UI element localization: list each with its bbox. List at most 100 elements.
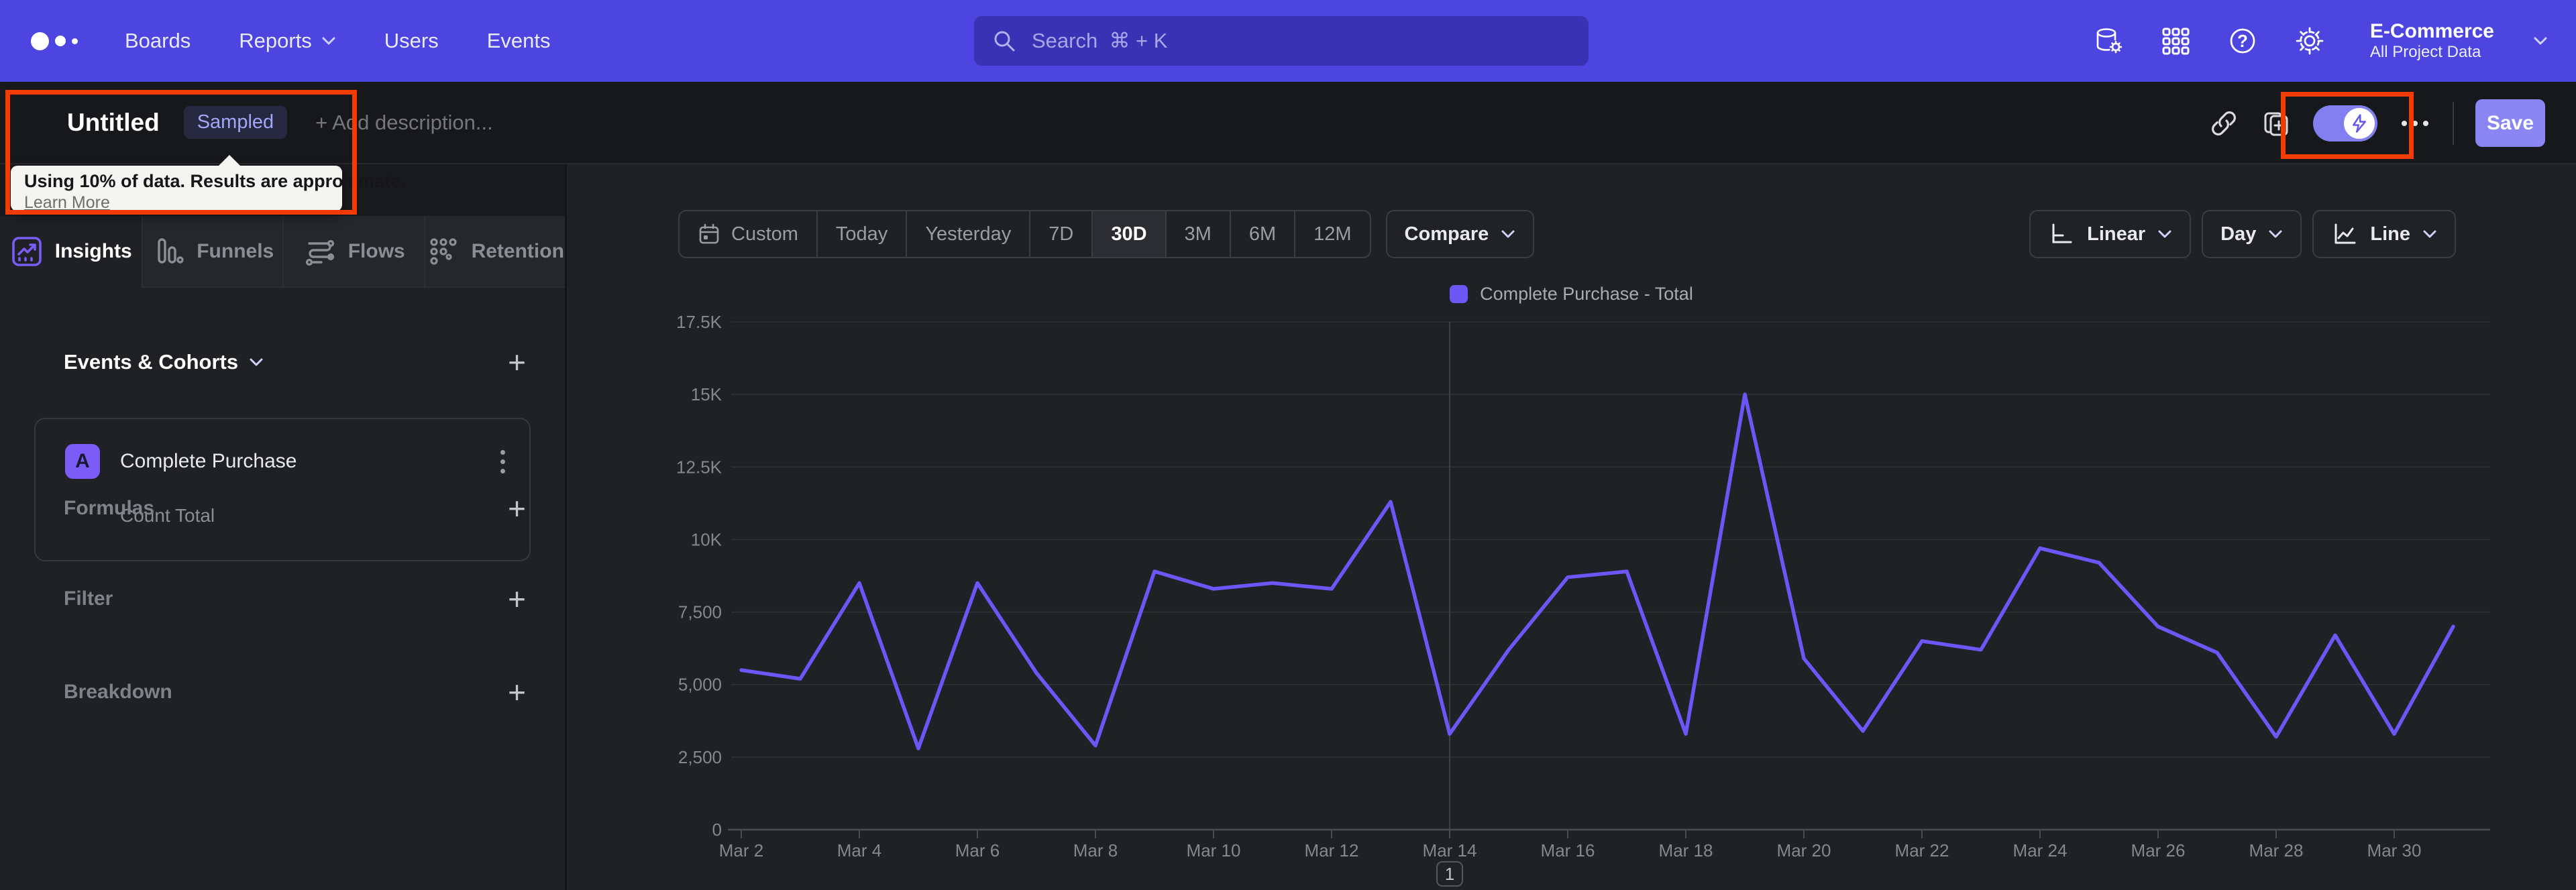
- add-breakdown-button[interactable]: +: [508, 675, 526, 710]
- event-row: A Complete Purchase: [65, 444, 509, 479]
- data-line-complete-purchase[interactable]: [739, 392, 2455, 750]
- range-30d[interactable]: 30D: [1091, 211, 1165, 257]
- annotation-marker[interactable]: [1436, 861, 1463, 887]
- range-label: 7D: [1049, 223, 1074, 245]
- nav-item-reports[interactable]: Reports: [239, 29, 336, 53]
- button-label: Linear: [2087, 223, 2146, 245]
- add-formula-button[interactable]: +: [508, 491, 526, 526]
- range-label: 30D: [1111, 223, 1147, 245]
- apps-grid-icon[interactable]: [2159, 25, 2192, 57]
- chart-panel: Custom Today Yesterday 7D 30D 3M 6M 12M …: [567, 164, 2576, 890]
- compare-button[interactable]: Compare: [1385, 210, 1535, 258]
- filter-row: Filter +: [64, 582, 526, 616]
- content: Insights Funnels Flows: [0, 164, 2576, 890]
- chart-controls: Custom Today Yesterday 7D 30D 3M 6M 12M …: [678, 210, 2456, 258]
- sampled-badge[interactable]: Sampled: [183, 106, 288, 139]
- search-icon: [994, 31, 1015, 52]
- help-icon[interactable]: ?: [2226, 25, 2259, 57]
- y-axis-tick-label: 10K: [691, 529, 722, 549]
- events-cohorts-header[interactable]: Events & Cohorts: [64, 350, 264, 374]
- date-range-segmented-control: Custom Today Yesterday 7D 30D 3M 6M 12M: [678, 210, 1371, 258]
- query-builder-sidebar: Insights Funnels Flows: [0, 164, 567, 890]
- nav-label: Users: [384, 29, 439, 52]
- mixpanel-logo-icon[interactable]: [31, 32, 78, 50]
- flows-icon: [305, 239, 334, 266]
- button-label: Compare: [1404, 223, 1489, 245]
- chevron-down-icon: [2158, 230, 2171, 238]
- search-input[interactable]: [1032, 29, 1571, 53]
- nav-links: Boards Reports Users Events: [125, 29, 551, 53]
- range-label: Yesterday: [925, 223, 1012, 245]
- range-today[interactable]: Today: [816, 211, 906, 257]
- global-search[interactable]: [974, 16, 1589, 66]
- x-axis-tick-label: Mar 24: [2013, 840, 2068, 860]
- tab-flows[interactable]: Flows: [282, 216, 424, 288]
- x-axis-tick-label: Mar 26: [2131, 840, 2186, 860]
- x-axis-tick-label: Mar 10: [1187, 840, 1241, 860]
- button-label: Line: [2370, 223, 2410, 245]
- tab-retention[interactable]: Retention: [423, 216, 565, 288]
- learn-more-link[interactable]: Learn More: [24, 193, 110, 212]
- tab-funnels[interactable]: Funnels: [141, 216, 282, 288]
- nav-item-users[interactable]: Users: [384, 29, 439, 53]
- display-controls: Linear Day Line: [2029, 210, 2456, 258]
- add-description[interactable]: + Add description...: [315, 110, 493, 134]
- calendar-icon: [699, 223, 719, 244]
- line-chart[interactable]: 0 2,500 5,000 7,500 10K 12.5K 15K 17.5K Mar 2 Mar…: [637, 312, 2509, 890]
- chevron-down-icon: [1501, 230, 1515, 238]
- x-axis-tick-label: Mar 16: [1541, 840, 1595, 860]
- more-actions-button[interactable]: [2399, 120, 2431, 126]
- x-axis-tick-label: Mar 28: [2249, 840, 2304, 860]
- event-letter-badge: A: [65, 444, 100, 479]
- x-axis-tick-label: Mar 22: [1895, 840, 1949, 860]
- event-card[interactable]: A Complete Purchase Count Total: [34, 418, 531, 561]
- event-metric[interactable]: Count Total: [120, 505, 215, 526]
- breakdown-header: Breakdown: [64, 681, 172, 703]
- event-name[interactable]: Complete Purchase: [120, 450, 297, 472]
- copy-link-icon[interactable]: [2208, 108, 2239, 139]
- svg-text:?: ?: [2237, 31, 2248, 51]
- filter-header: Filter: [64, 588, 113, 610]
- range-12m[interactable]: 12M: [1294, 211, 1369, 257]
- range-yesterday[interactable]: Yesterday: [906, 211, 1029, 257]
- y-axis-tick-label: 7,500: [678, 602, 722, 622]
- event-menu-button[interactable]: [496, 446, 509, 478]
- range-custom[interactable]: Custom: [680, 211, 816, 257]
- interval-dropdown[interactable]: Day: [2202, 210, 2302, 258]
- add-filter-button[interactable]: +: [508, 581, 526, 616]
- tab-insights[interactable]: Insights: [0, 216, 142, 288]
- tab-label: Retention: [471, 239, 564, 262]
- report-title-bar: Untitled Sampled + Add description...: [0, 82, 2576, 164]
- tab-label: Insights: [54, 239, 132, 262]
- settings-gear-icon[interactable]: [2294, 25, 2326, 57]
- range-3m[interactable]: 3M: [1165, 211, 1230, 257]
- y-axis-tick-label: 5,000: [678, 675, 722, 695]
- nav-label: Events: [486, 29, 551, 52]
- x-axis-tick-label: Mar 4: [837, 840, 881, 860]
- nav-item-events[interactable]: Events: [487, 29, 551, 53]
- report-title[interactable]: Untitled: [67, 108, 160, 136]
- nav-item-boards[interactable]: Boards: [125, 29, 191, 53]
- legend-label: Complete Purchase - Total: [1480, 284, 1693, 304]
- data-management-icon[interactable]: [2092, 25, 2125, 57]
- range-label: Today: [835, 223, 888, 245]
- scale-dropdown[interactable]: Linear: [2029, 210, 2192, 258]
- nav-label: Boards: [125, 29, 191, 52]
- add-event-button[interactable]: +: [508, 345, 526, 380]
- chart-legend[interactable]: Complete Purchase - Total: [567, 284, 2576, 304]
- project-name: E-Commerce: [2369, 19, 2494, 42]
- range-label: 3M: [1184, 223, 1212, 245]
- breakdown-row: Breakdown +: [64, 675, 526, 709]
- save-button[interactable]: Save: [2475, 99, 2545, 147]
- range-7d[interactable]: 7D: [1029, 211, 1091, 257]
- title-bar-actions: Save: [2208, 82, 2545, 164]
- add-to-board-icon[interactable]: [2261, 108, 2292, 139]
- sampling-toggle[interactable]: [2313, 105, 2377, 142]
- chevron-down-icon[interactable]: [2533, 36, 2548, 46]
- chart-type-dropdown[interactable]: Line: [2312, 210, 2456, 258]
- range-6m[interactable]: 6M: [1229, 211, 1294, 257]
- chevron-down-icon: [2423, 230, 2436, 238]
- project-switcher[interactable]: E-Commerce All Project Data: [2370, 20, 2494, 62]
- divider: [2453, 101, 2454, 145]
- y-axis-tick-label: 0: [712, 820, 722, 840]
